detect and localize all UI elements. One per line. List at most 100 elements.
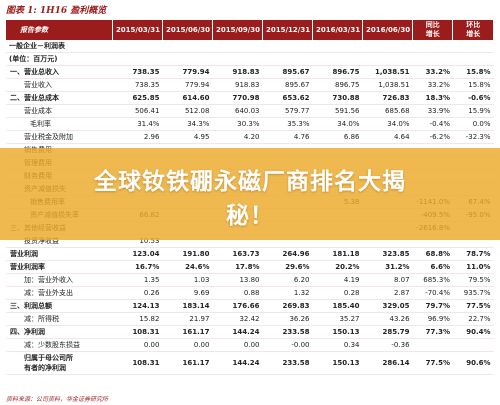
value-cell: 726.83 bbox=[362, 91, 413, 105]
value-cell: 1.32 bbox=[262, 286, 313, 300]
value-cell: 730.88 bbox=[312, 91, 363, 105]
value-cell: 30.3% bbox=[212, 117, 263, 131]
header-period-cell: 2015/03/31 bbox=[112, 20, 163, 40]
value-cell: 36.26 bbox=[262, 312, 313, 326]
table-row: 毛利率 31.4% 34.3% 30.3% 35.3% 34.0% 34.0% -0.4% 0.… bbox=[6, 117, 494, 131]
growth-cell: 90.6% bbox=[452, 351, 494, 375]
empty-cell bbox=[112, 52, 494, 66]
growth-cell: 6.6% bbox=[412, 260, 453, 274]
growth-cell: -70.4% bbox=[412, 286, 453, 300]
unit-label: (单位：百万元) bbox=[6, 52, 113, 66]
value-cell: 506.41 bbox=[112, 104, 163, 118]
growth-cell: 68.8% bbox=[412, 247, 453, 261]
header-period-cell: 2016/03/31 bbox=[312, 20, 364, 40]
table-row: 三、利润总额 124.13 183.14 176.66 269.83 185.40 329.… bbox=[6, 299, 494, 313]
value-cell: 16.7% bbox=[112, 260, 163, 274]
growth-cell: 685.3% bbox=[412, 273, 453, 287]
value-cell: 150.13 bbox=[312, 325, 363, 339]
growth-cell: -6.2% bbox=[412, 130, 453, 144]
table-row: 归属于母公司所 有者的净利润 108.31 161.17 144.24 233.58 150… bbox=[6, 351, 494, 375]
row-label: 减：所得税 bbox=[6, 312, 113, 326]
value-cell: 625.85 bbox=[112, 91, 163, 105]
value-cell: 738.35 bbox=[112, 78, 163, 92]
row-label: 一、营业总收入 bbox=[6, 65, 113, 79]
row-label: 加：营业外收入 bbox=[6, 273, 113, 287]
growth-cell bbox=[452, 338, 494, 352]
growth-cell: 935.7% bbox=[452, 286, 494, 300]
table-row: 加：营业外收入 1.35 1.03 13.80 6.20 4.19 8.07 685.3% 79… bbox=[6, 273, 494, 287]
value-cell: 29.6% bbox=[262, 260, 313, 274]
value-cell: 2.96 bbox=[112, 130, 163, 144]
value-cell: 8.07 bbox=[362, 273, 413, 287]
value-cell: 32.42 bbox=[212, 312, 263, 326]
header-qoq-label: 环比 增长 bbox=[466, 21, 481, 38]
value-cell: 161.17 bbox=[162, 351, 213, 375]
growth-cell: 11.0% bbox=[452, 260, 494, 274]
value-cell: 20.2% bbox=[312, 260, 363, 274]
value-cell: 329.05 bbox=[362, 299, 413, 313]
table-row: 四、净利润 108.31 161.17 144.24 233.58 150.13 285.7… bbox=[6, 325, 494, 339]
value-cell: 653.62 bbox=[262, 91, 313, 105]
growth-cell: 15.8% bbox=[452, 78, 494, 92]
value-cell: 0.88 bbox=[212, 286, 263, 300]
value-cell: 21.97 bbox=[162, 312, 213, 326]
row-label: 营业税金及附加 bbox=[6, 130, 113, 144]
value-cell: 591.56 bbox=[312, 104, 363, 118]
value-cell: 579.77 bbox=[262, 104, 313, 118]
growth-cell: 15.9% bbox=[452, 104, 494, 118]
growth-cell: 78.7% bbox=[452, 247, 494, 261]
header-yoy-label: 同比 增长 bbox=[425, 21, 440, 38]
value-cell: 124.13 bbox=[112, 299, 163, 313]
value-cell: 176.66 bbox=[212, 299, 263, 313]
value-cell: 123.04 bbox=[112, 247, 163, 261]
row-label: 减：少数股东损益 bbox=[6, 338, 113, 352]
value-cell: 144.24 bbox=[212, 325, 263, 339]
table-row: 减：少数股东损益 0.00 0.00 0.00 -0.00 0.34 -0.36 bbox=[6, 338, 494, 352]
row-label: 营业利润 bbox=[6, 247, 113, 261]
value-cell: 181.18 bbox=[312, 247, 363, 261]
value-cell: 233.58 bbox=[262, 351, 313, 375]
row-label: 归属于母公司所 有者的净利润 bbox=[6, 351, 113, 375]
row-label: 营业成本 bbox=[6, 104, 113, 118]
value-cell: 779.94 bbox=[162, 78, 213, 92]
value-cell: 24.6% bbox=[162, 260, 213, 274]
table-row: 营业收入 738.35 779.94 918.83 895.67 896.75 1,038.… bbox=[6, 78, 494, 92]
header-period-cell: 2015/09/30 bbox=[212, 20, 263, 40]
value-cell: 1.03 bbox=[162, 273, 213, 287]
value-cell: 108.31 bbox=[112, 325, 163, 339]
table-caption: 图表 1: 1H16 盈利概览 bbox=[6, 6, 107, 16]
header-growth-cell: 同比 增长 bbox=[412, 20, 454, 40]
value-cell: 1,038.51 bbox=[362, 78, 413, 92]
value-cell: 285.79 bbox=[362, 325, 413, 339]
row-label: 营业利润率 bbox=[6, 260, 113, 274]
value-cell: 34.0% bbox=[312, 117, 363, 131]
value-cell: 918.83 bbox=[212, 78, 263, 92]
growth-cell: 33.9% bbox=[412, 104, 453, 118]
growth-cell: 96.9% bbox=[412, 312, 453, 326]
table-row: 减：所得税 15.82 21.97 32.42 36.26 35.27 43.26 96.9%… bbox=[6, 312, 494, 326]
table-row: 二、营业总成本 625.85 614.60 770.98 653.62 730.88 726… bbox=[6, 91, 494, 105]
growth-cell: 79.7% bbox=[412, 299, 453, 313]
value-cell: 779.94 bbox=[162, 65, 213, 79]
value-cell: 1.35 bbox=[112, 273, 163, 287]
value-cell: 191.80 bbox=[162, 247, 213, 261]
header-period-cell: 2016/06/30 bbox=[362, 20, 414, 40]
value-cell: 2.87 bbox=[362, 286, 413, 300]
growth-cell: 33.2% bbox=[412, 65, 453, 79]
value-cell: 0.00 bbox=[162, 338, 213, 352]
value-cell: 35.27 bbox=[312, 312, 363, 326]
value-cell: 512.08 bbox=[162, 104, 213, 118]
value-cell: 13.80 bbox=[212, 273, 263, 287]
value-cell: 1,038.51 bbox=[362, 65, 413, 79]
growth-cell: 15.8% bbox=[452, 65, 494, 79]
growth-cell: 33.2% bbox=[412, 78, 453, 92]
row-label: 毛利率 bbox=[6, 117, 113, 131]
table-row: 营业成本 506.41 512.08 640.03 579.77 591.56 685.68… bbox=[6, 104, 494, 118]
value-cell: 4.95 bbox=[162, 130, 213, 144]
value-cell: -0.00 bbox=[262, 338, 313, 352]
value-cell: 144.24 bbox=[212, 351, 263, 375]
banner-title[interactable]: 全球钕铁硼永磁厂商排名大揭 秘！ bbox=[94, 169, 406, 229]
growth-cell: 22.7% bbox=[452, 312, 494, 326]
table-header-row: 报告参数 2015/03/31 2015/06/30 2015/09/30 20… bbox=[6, 20, 494, 40]
value-cell: 896.75 bbox=[312, 78, 363, 92]
